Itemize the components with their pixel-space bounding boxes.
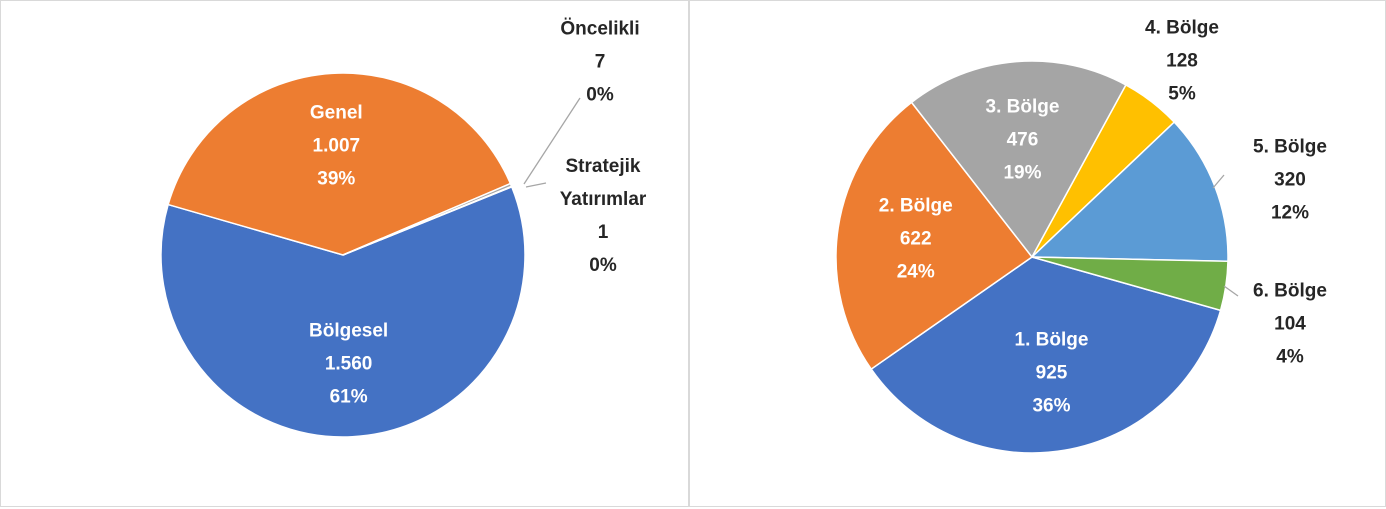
label-value: 622: [899, 228, 932, 250]
label-percent: 5%: [1168, 83, 1196, 105]
label-percent: 0%: [589, 255, 617, 276]
label-percent: 24%: [896, 261, 935, 283]
label-value: 320: [1274, 169, 1306, 191]
leader-line: [1223, 285, 1239, 297]
label-value: 1.560: [324, 353, 373, 375]
leader-line: [523, 97, 581, 185]
label-name: 2. Bölge: [878, 195, 953, 217]
leader-line: [525, 182, 547, 188]
data-label: 6. Bölge 104 4%: [1225, 275, 1355, 374]
label-percent: 19%: [1003, 162, 1042, 184]
label-percent: 0%: [586, 84, 614, 106]
label-percent: 36%: [1032, 395, 1071, 417]
data-label: 1. Bölge 925 36%: [986, 323, 1116, 422]
label-value: 128: [1166, 50, 1198, 72]
label-value: 104: [1274, 313, 1306, 335]
pie-slice: [835, 101, 1034, 371]
label-value: 1.007: [312, 135, 361, 157]
label-name: Stratejik Yatırımlar: [559, 156, 647, 210]
pie-slice: [870, 256, 1222, 454]
data-label: 2. Bölge 622 24%: [851, 190, 981, 289]
label-name: 6. Bölge: [1253, 280, 1327, 302]
pie-slice: [1031, 256, 1229, 312]
pie-slice: [342, 185, 513, 256]
label-value: 7: [594, 51, 606, 73]
label-name: 1. Bölge: [1014, 329, 1089, 351]
label-name: Öncelikli: [560, 18, 640, 40]
data-label: 3. Bölge 476 19%: [957, 90, 1087, 189]
label-name: 4. Bölge: [1145, 17, 1219, 39]
label-value: 925: [1035, 362, 1068, 384]
label-percent: 61%: [329, 386, 368, 408]
label-value: 476: [1006, 129, 1039, 151]
label-name: Bölgesel: [309, 320, 389, 342]
data-label: 4. Bölge 128 5%: [1117, 12, 1247, 111]
leader-line: [1212, 174, 1225, 189]
data-label: Genel 1.007 39%: [271, 97, 401, 196]
label-percent: 4%: [1276, 346, 1304, 368]
pie-slice: [160, 185, 526, 438]
label-name: 5. Bölge: [1253, 136, 1327, 158]
data-label: Stratejik Yatırımlar 1 0%: [538, 150, 668, 282]
data-label: Öncelikli 7 0%: [535, 13, 665, 112]
data-label: 5. Bölge 320 12%: [1225, 131, 1355, 230]
pie-slice: [910, 60, 1127, 259]
data-label: Bölgesel 1.560 61%: [284, 315, 414, 414]
label-name: Genel: [309, 102, 363, 124]
label-percent: 39%: [317, 168, 356, 190]
chart-panel: [0, 0, 689, 507]
label-value: 1: [597, 222, 609, 243]
label-name: 3. Bölge: [985, 96, 1060, 118]
pie-slice: [167, 72, 512, 256]
label-percent: 12%: [1270, 202, 1310, 224]
